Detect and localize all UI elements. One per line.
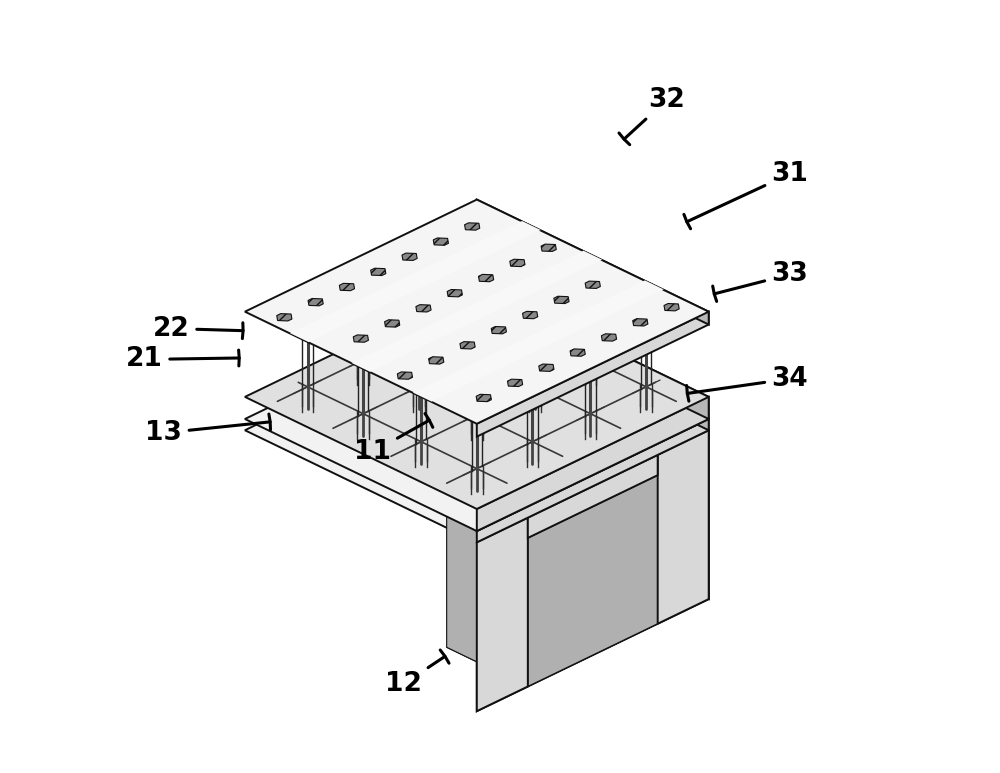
Polygon shape <box>465 223 480 230</box>
Polygon shape <box>664 304 679 311</box>
Polygon shape <box>245 307 709 531</box>
Polygon shape <box>491 326 506 334</box>
Polygon shape <box>277 314 292 321</box>
Polygon shape <box>413 281 663 401</box>
Polygon shape <box>507 380 523 386</box>
Polygon shape <box>397 372 413 380</box>
Polygon shape <box>577 436 658 624</box>
Polygon shape <box>477 318 709 599</box>
Polygon shape <box>429 357 444 364</box>
Polygon shape <box>477 199 709 325</box>
Polygon shape <box>477 518 528 711</box>
Text: 13: 13 <box>145 414 271 446</box>
Text: 32: 32 <box>619 87 685 145</box>
Text: 22: 22 <box>153 315 243 342</box>
Polygon shape <box>245 318 709 543</box>
Polygon shape <box>477 307 709 431</box>
Polygon shape <box>352 250 602 372</box>
Polygon shape <box>541 244 556 251</box>
Polygon shape <box>308 298 323 306</box>
Text: 11: 11 <box>354 414 433 465</box>
Polygon shape <box>477 312 709 437</box>
Polygon shape <box>539 364 554 371</box>
Polygon shape <box>353 335 368 342</box>
Polygon shape <box>447 584 658 686</box>
Polygon shape <box>479 274 494 281</box>
Polygon shape <box>245 284 709 509</box>
Polygon shape <box>528 455 658 538</box>
Polygon shape <box>523 312 538 318</box>
Polygon shape <box>658 431 709 624</box>
Text: 21: 21 <box>126 346 239 373</box>
Polygon shape <box>385 320 400 327</box>
Polygon shape <box>585 281 600 288</box>
Polygon shape <box>339 284 355 291</box>
Polygon shape <box>416 305 431 312</box>
Polygon shape <box>477 284 709 419</box>
Polygon shape <box>554 296 569 304</box>
Text: 12: 12 <box>385 650 449 697</box>
Polygon shape <box>447 436 658 538</box>
Polygon shape <box>477 431 709 711</box>
Polygon shape <box>477 397 709 531</box>
Polygon shape <box>447 499 528 686</box>
Polygon shape <box>633 318 648 326</box>
Polygon shape <box>433 238 448 245</box>
Polygon shape <box>528 475 658 686</box>
Polygon shape <box>476 394 491 402</box>
Polygon shape <box>570 349 585 356</box>
Polygon shape <box>510 259 525 267</box>
Polygon shape <box>460 342 475 349</box>
Text: 33: 33 <box>713 261 808 301</box>
Text: 31: 31 <box>684 161 808 229</box>
Polygon shape <box>371 268 386 275</box>
Polygon shape <box>290 221 541 342</box>
Polygon shape <box>402 253 417 261</box>
Polygon shape <box>601 334 617 341</box>
Text: 34: 34 <box>687 366 808 401</box>
Polygon shape <box>477 419 709 543</box>
Polygon shape <box>447 290 462 297</box>
Polygon shape <box>245 199 709 424</box>
